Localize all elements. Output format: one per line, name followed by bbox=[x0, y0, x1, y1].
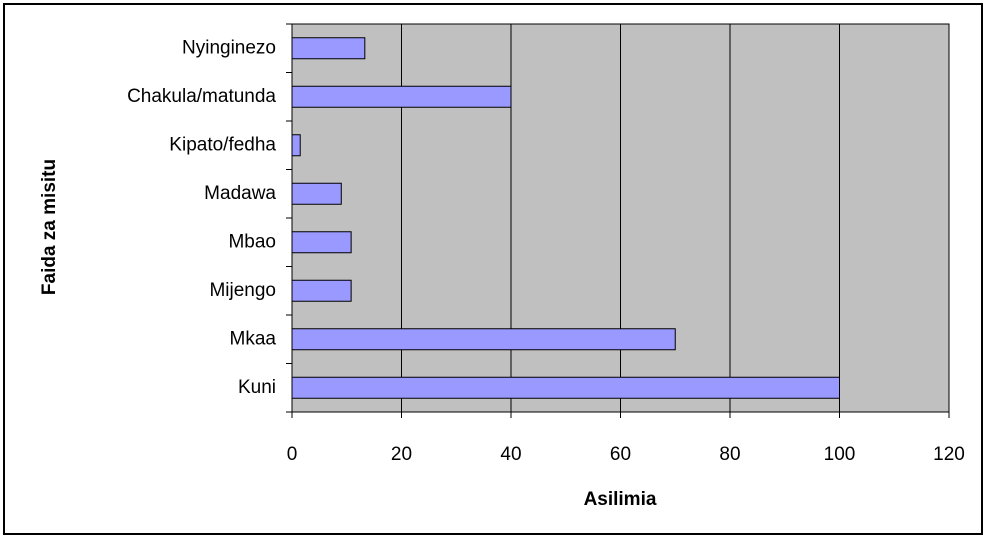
bar bbox=[291, 376, 840, 399]
y-tick-label: Nyinginezo bbox=[182, 37, 276, 58]
x-tick-label: 0 bbox=[287, 444, 298, 465]
y-tick-label: Mbao bbox=[228, 231, 276, 252]
x-tick-label: 20 bbox=[391, 444, 412, 465]
x-tick-label: 120 bbox=[933, 444, 965, 465]
y-tick-label: Mkaa bbox=[230, 328, 277, 349]
bar bbox=[291, 134, 301, 157]
x-axis-label: Asilimia bbox=[584, 489, 657, 510]
bar bbox=[291, 231, 352, 254]
y-tick-label: Chakula/matunda bbox=[127, 86, 276, 107]
y-axis-label: Faida za misitu bbox=[39, 159, 60, 295]
bar bbox=[291, 328, 676, 351]
x-tick-label: 40 bbox=[500, 444, 521, 465]
y-tick-label: Madawa bbox=[204, 183, 276, 204]
x-tick-label: 80 bbox=[719, 444, 740, 465]
x-tick-label: 100 bbox=[824, 444, 856, 465]
y-tick-label: Mijengo bbox=[209, 280, 276, 301]
bar bbox=[291, 37, 366, 60]
y-tick-label: Kipato/fedha bbox=[169, 134, 276, 155]
x-tick-label: 60 bbox=[610, 444, 631, 465]
y-tick-label: Kuni bbox=[238, 377, 276, 398]
bar bbox=[291, 182, 342, 205]
bar bbox=[291, 85, 512, 108]
bar bbox=[291, 279, 352, 302]
